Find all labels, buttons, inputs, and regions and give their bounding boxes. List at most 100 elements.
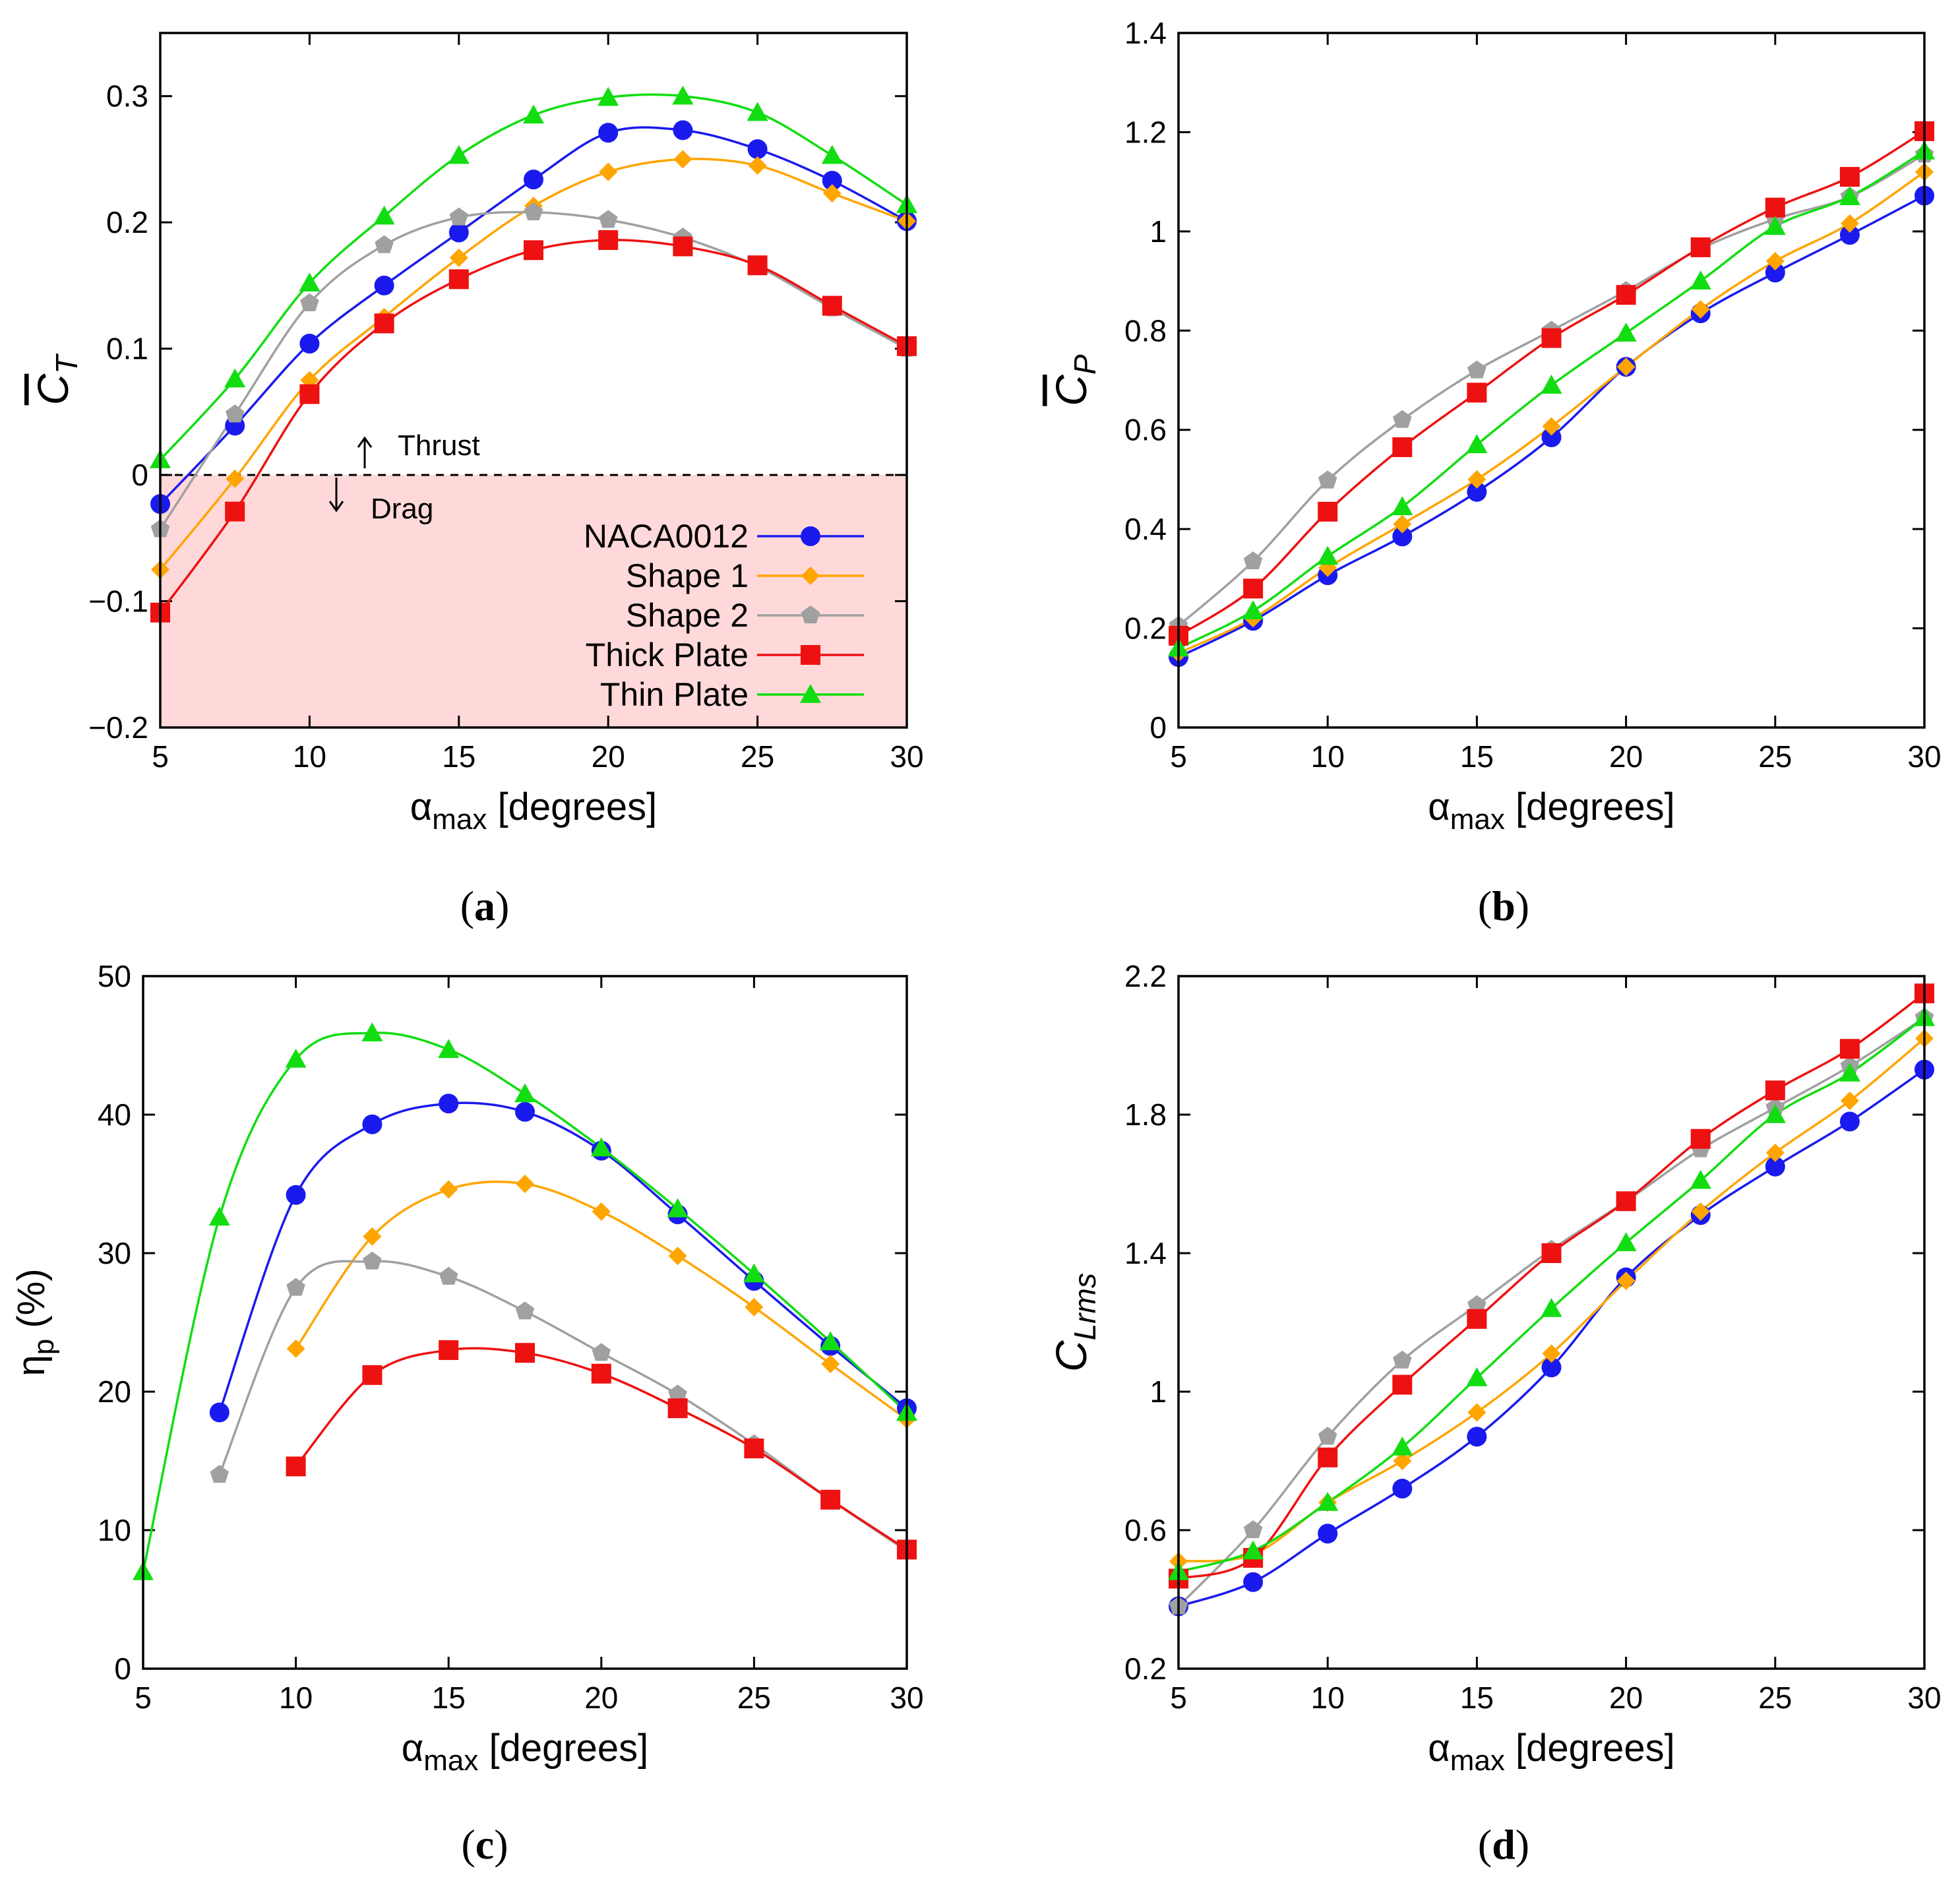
data-point xyxy=(1765,263,1785,283)
y-tick-label: 0 xyxy=(1149,710,1167,745)
legend-label: Thick Plate xyxy=(586,636,749,673)
x-tick-label: 5 xyxy=(135,1681,152,1715)
x-tick-label: 5 xyxy=(152,739,169,774)
data-point xyxy=(286,1185,306,1205)
y-tick-label: 0.3 xyxy=(106,79,148,113)
data-point xyxy=(1541,328,1562,348)
data-point xyxy=(667,1398,688,1419)
data-point xyxy=(1764,216,1786,235)
data-point xyxy=(1467,481,1487,502)
legend-marker xyxy=(801,526,820,546)
thrust-label: Thrust xyxy=(398,429,480,462)
legend-label: Shape 2 xyxy=(626,597,749,634)
panel-label: (d) xyxy=(1478,1821,1529,1868)
data-point xyxy=(1392,1479,1413,1499)
data-point xyxy=(516,1175,534,1193)
y-tick-label: 1.8 xyxy=(1124,1097,1167,1132)
data-point xyxy=(1467,1427,1487,1447)
data-point xyxy=(374,313,394,334)
data-point xyxy=(821,144,843,164)
data-point xyxy=(439,1266,458,1285)
y-tick-label: 0.1 xyxy=(106,332,148,366)
legend-marker xyxy=(800,684,821,703)
data-point xyxy=(598,210,618,228)
y-tick-label: 1.4 xyxy=(1124,1236,1167,1270)
x-axis-title: αmax [degrees] xyxy=(402,1727,649,1777)
data-point xyxy=(1690,270,1711,290)
data-point xyxy=(1318,1447,1338,1468)
data-point xyxy=(820,1331,842,1351)
data-point xyxy=(1243,1520,1263,1539)
data-point xyxy=(300,293,319,311)
series-line-thick-plate xyxy=(160,239,907,613)
y-tick-label: 2.2 xyxy=(1124,959,1167,993)
data-point xyxy=(363,1251,382,1270)
drag-label: Drag xyxy=(371,493,433,525)
data-point xyxy=(1393,514,1412,534)
data-point xyxy=(1616,285,1636,305)
data-point xyxy=(1690,1169,1711,1189)
data-point xyxy=(1839,1039,1860,1059)
data-point xyxy=(1839,167,1860,187)
x-tick-label: 15 xyxy=(1460,739,1494,774)
data-point xyxy=(374,275,394,295)
data-point xyxy=(748,156,767,175)
data-point xyxy=(672,85,694,105)
data-point xyxy=(1393,410,1412,428)
data-point xyxy=(1541,1357,1562,1378)
x-tick-label: 10 xyxy=(1311,739,1345,774)
data-point xyxy=(375,235,394,253)
y-tick-label: 0.4 xyxy=(1124,512,1167,546)
legend-label: Shape 1 xyxy=(626,557,749,594)
x-tick-label: 30 xyxy=(890,1681,923,1715)
data-point xyxy=(361,1022,383,1041)
data-point xyxy=(673,150,692,169)
y-tick-label: 40 xyxy=(98,1097,131,1132)
y-tick-label: −0.2 xyxy=(88,710,148,745)
data-point xyxy=(1690,1128,1711,1149)
x-tick-label: 25 xyxy=(741,739,774,774)
data-point xyxy=(747,102,768,121)
series-line-thin-plate xyxy=(1179,1016,1924,1573)
data-point xyxy=(1839,186,1860,206)
x-tick-label: 10 xyxy=(1311,1681,1345,1715)
data-point xyxy=(1616,1272,1636,1290)
y-tick-label: 20 xyxy=(98,1375,131,1409)
data-point xyxy=(1542,1344,1561,1363)
data-point xyxy=(210,1465,230,1483)
data-point xyxy=(439,1340,459,1360)
data-point xyxy=(523,104,544,124)
data-point xyxy=(285,1049,307,1068)
data-point xyxy=(1318,470,1337,489)
data-point xyxy=(515,1343,535,1363)
data-point xyxy=(1616,1191,1636,1212)
legend-entry: Shape 2 xyxy=(626,597,864,634)
data-point xyxy=(226,469,245,488)
legend-label: Thin Plate xyxy=(600,676,749,713)
y-tick-label: 1 xyxy=(1149,214,1167,249)
x-tick-label: 25 xyxy=(737,1681,771,1715)
data-point xyxy=(1542,417,1561,436)
x-tick-label: 20 xyxy=(584,1681,618,1715)
legend-marker xyxy=(801,605,820,624)
data-point xyxy=(1242,600,1264,620)
data-point xyxy=(1242,1540,1264,1560)
data-point xyxy=(1318,1524,1338,1544)
series-group xyxy=(1179,130,1924,658)
panel-d: 5 10 15 20 25 30 0.2 0.6 1 1.4 1.8 2.2 αmax [degrees… xyxy=(1047,959,1942,1868)
data-point xyxy=(822,171,842,191)
data-point xyxy=(743,1263,765,1283)
markers-group xyxy=(150,85,917,623)
data-point xyxy=(745,1297,764,1316)
data-point xyxy=(1393,1452,1412,1470)
plot-frame xyxy=(1177,975,1926,1670)
data-point xyxy=(598,123,619,143)
data-point xyxy=(1317,545,1339,565)
data-point xyxy=(744,1438,764,1459)
data-point xyxy=(1765,1156,1785,1177)
data-point xyxy=(667,1198,689,1218)
data-point xyxy=(1616,357,1636,377)
y-tick-label: 1.4 xyxy=(1124,16,1167,50)
data-point xyxy=(208,1206,230,1226)
